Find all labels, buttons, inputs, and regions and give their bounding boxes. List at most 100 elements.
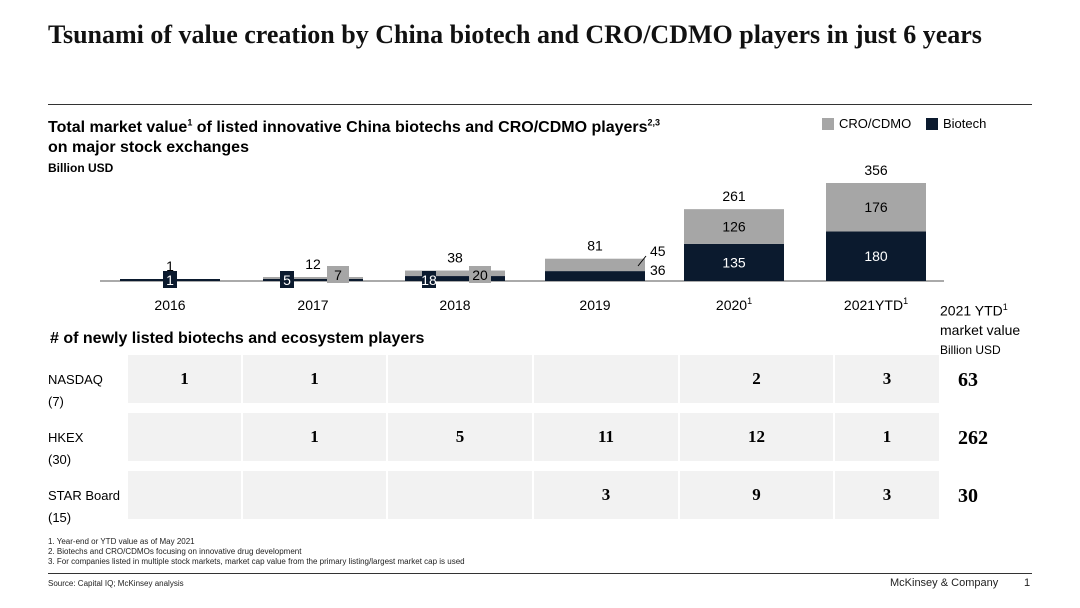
- ytd-header: 2021 YTD1 market value Billion USD: [940, 298, 1020, 360]
- chart-title-part-3: on major stock exchanges: [48, 139, 249, 156]
- bar-biotech-2021YTD: [826, 231, 926, 281]
- table-cell: 5: [388, 413, 532, 461]
- x-tick-sup-2021YTD: 1: [903, 296, 908, 306]
- ytd-header-line2: market value: [940, 321, 1021, 338]
- total-label-2020: 261: [722, 188, 746, 204]
- total-label-2017: 12: [305, 256, 321, 272]
- table-cell: [388, 471, 532, 519]
- exchange-count: (15): [48, 510, 72, 525]
- cro-box-2017: [327, 266, 349, 283]
- cro-box-2018: [469, 266, 491, 283]
- bar-cro-2017: [263, 277, 363, 279]
- bar-cro-2019: [545, 258, 645, 272]
- x-tick-label-2018: 2018: [439, 297, 470, 313]
- biotech-label-2017: 5: [283, 272, 291, 288]
- table-cell: 3: [835, 355, 939, 403]
- table-cell: 3: [835, 471, 939, 519]
- chart-title: Total market value1 of listed innovative…: [48, 118, 808, 178]
- bar-cro-2021YTD: [826, 183, 926, 232]
- legend-item-cro: CRO/CDMO: [822, 116, 911, 131]
- bar-biotech-2018: [405, 276, 505, 281]
- table-cell: 1: [243, 413, 386, 461]
- table-cell: [388, 355, 532, 403]
- bar-cro-2020: [684, 209, 784, 244]
- exchange-name: HKEX: [48, 430, 84, 445]
- biotech-label-2021YTD: 180: [864, 248, 888, 264]
- table-cell: 2: [680, 355, 833, 403]
- x-tick-label-2019: 2019: [579, 297, 610, 313]
- exchange-count: (7): [48, 394, 64, 409]
- table-cell: 3: [534, 471, 678, 519]
- x-tick-sup-2020: 1: [747, 296, 752, 306]
- ytd-market-value: 262: [958, 427, 988, 449]
- table-cell: 1: [243, 355, 386, 403]
- total-label-2019: 81: [587, 238, 603, 254]
- chart-title-part-2: of listed innovative China biotechs and …: [192, 119, 648, 136]
- footer-divider: [48, 573, 1032, 574]
- table-cell: 1: [128, 355, 241, 403]
- page-number: 1: [1024, 577, 1031, 589]
- brand-name: McKinsey & Company: [890, 577, 999, 589]
- chart-title-sup-1: 1: [187, 117, 193, 128]
- total-label-2021YTD: 356: [864, 162, 888, 178]
- footnote-1: 1. Year-end or YTD value as of May 2021: [48, 537, 195, 546]
- biotech-label-2018: 18: [421, 272, 437, 288]
- chart-unit: Billion USD: [48, 161, 114, 175]
- cro-label-2017: 7: [334, 267, 342, 283]
- biotech-box-2018: [422, 271, 436, 288]
- table-cell: 1: [835, 413, 939, 461]
- cro-label-2020: 126: [722, 218, 746, 234]
- exchange-count: (30): [48, 452, 72, 467]
- table-cell: 11: [534, 413, 678, 461]
- table-cell: 9: [680, 471, 833, 519]
- exchange-name: STAR Board: [48, 488, 121, 503]
- footnote-3: 3. For companies listed in multiple stoc…: [48, 557, 465, 566]
- title-divider: [48, 104, 1032, 105]
- exchange-name: NASDAQ: [48, 372, 103, 387]
- cro-label-2019: 45: [650, 243, 666, 259]
- table-cell: [128, 471, 241, 519]
- biotech-box-2017: [280, 271, 294, 288]
- cro-label-2018: 20: [472, 267, 488, 283]
- table-cell: [128, 413, 241, 461]
- total-label-2018: 38: [447, 250, 463, 266]
- row-label-0: NASDAQ (7): [48, 369, 103, 413]
- cro-label-2021YTD: 176: [864, 199, 888, 215]
- row-label-2: STAR Board (15): [48, 485, 120, 529]
- bar-biotech-2019: [545, 271, 645, 281]
- x-tick-label-2020: 20201: [716, 296, 752, 313]
- leader-line-2019: [637, 255, 647, 267]
- ytd-header-unit: Billion USD: [940, 342, 1001, 357]
- x-tick-label-2017: 2017: [297, 297, 328, 313]
- biotech-label-2020: 135: [722, 254, 746, 270]
- legend-label-biotech: Biotech: [943, 116, 987, 131]
- x-tick-label-2021YTD: 2021YTD1: [844, 296, 908, 313]
- legend-swatch-cro: [822, 117, 834, 130]
- source-note: Source: Capital IQ; McKinsey analysis: [48, 579, 184, 588]
- ytd-header-sup: 1: [1002, 302, 1008, 312]
- biotech-label-2016: 1: [166, 272, 174, 288]
- page-title: Tsunami of value creation by China biote…: [48, 20, 982, 49]
- total-label-2016: 1: [166, 258, 174, 274]
- bar-biotech-2020: [684, 243, 784, 281]
- x-tick-label-2016: 2016: [154, 297, 185, 313]
- ytd-market-value: 63: [958, 369, 978, 391]
- legend-label-cro: CRO/CDMO: [839, 116, 912, 131]
- row-label-1: HKEX (30): [48, 427, 83, 471]
- ytd-header-line1: 2021 YTD: [940, 302, 1003, 319]
- chart-title-sup-2: 2,3: [647, 117, 661, 128]
- bar-cro-2018: [405, 270, 505, 277]
- legend-swatch-biotech: [926, 117, 938, 130]
- biotech-label-2019: 36: [650, 262, 666, 278]
- section2-title: # of newly listed biotechs and ecosystem…: [50, 330, 425, 347]
- table-cell: [243, 471, 386, 519]
- table-cell: [534, 355, 678, 403]
- biotech-box-2016: [163, 271, 177, 288]
- legend-item-biotech: Biotech: [926, 116, 986, 131]
- footnote-2: 2. Biotechs and CRO/CDMOs focusing on in…: [48, 547, 302, 556]
- table-cell: 12: [680, 413, 833, 461]
- ytd-market-value: 30: [958, 485, 978, 507]
- chart-title-part-1: Total market value: [48, 119, 188, 136]
- bar-biotech-2017: [263, 279, 363, 281]
